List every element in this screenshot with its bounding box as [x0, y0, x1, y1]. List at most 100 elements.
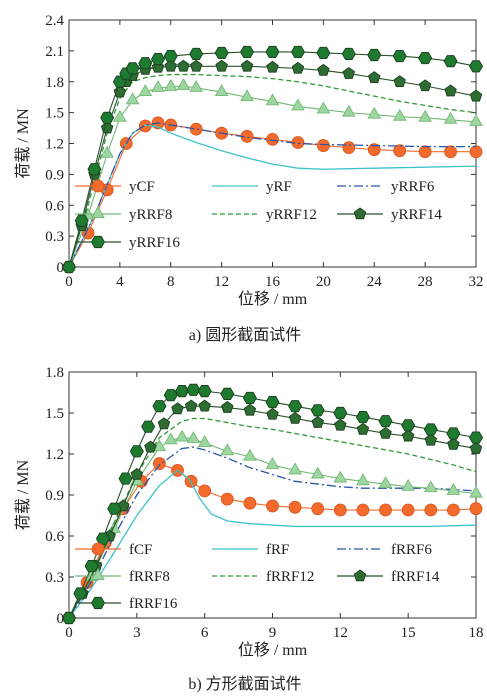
y-tick-label: 1.5	[45, 106, 64, 122]
data-point	[393, 144, 407, 158]
data-point	[379, 426, 392, 439]
data-point	[288, 500, 302, 514]
data-point	[197, 385, 212, 398]
legend-item: yRRF16	[75, 235, 180, 251]
data-point	[87, 163, 102, 176]
legend-label: fRRF6	[391, 542, 432, 558]
data-point	[138, 57, 153, 70]
series-yRRF8	[62, 77, 483, 271]
series-yRRF16	[61, 45, 484, 274]
legend-label: fRRF8	[129, 569, 170, 585]
data-point	[310, 404, 325, 417]
data-point	[469, 89, 483, 102]
legend-item: fRRF8	[75, 568, 170, 585]
legend-item: yRRF12	[212, 207, 317, 223]
data-point	[469, 145, 483, 159]
data-point	[288, 462, 302, 475]
data-point	[198, 484, 212, 498]
data-point	[189, 47, 204, 61]
x-tick-label: 0	[65, 274, 73, 290]
legend-marker	[90, 235, 106, 249]
data-point	[444, 84, 457, 97]
data-point	[469, 441, 483, 454]
y-tick-label: 1.5	[45, 406, 64, 422]
legend-label: fCF	[129, 542, 152, 558]
data-point	[418, 79, 432, 92]
data-point	[157, 417, 171, 430]
data-point	[215, 59, 228, 72]
legend-label: yRF	[266, 179, 292, 195]
x-tick-label: 3	[133, 625, 141, 641]
legend-item: yRRF8	[75, 206, 172, 223]
legend-label: fRRF12	[266, 569, 314, 585]
data-point	[468, 431, 484, 444]
data-point	[240, 45, 255, 58]
data-point	[243, 496, 257, 510]
data-point	[311, 416, 324, 428]
data-point	[401, 478, 416, 491]
legend-label: fRRF16	[129, 596, 178, 612]
legend-label: fRRF14	[391, 569, 440, 585]
series-fRRF6	[68, 446, 477, 619]
data-point	[214, 46, 229, 60]
data-point	[418, 52, 433, 65]
data-point	[220, 387, 235, 400]
data-point	[424, 433, 438, 446]
data-point	[175, 385, 190, 398]
data-point	[288, 411, 302, 424]
data-point	[446, 503, 460, 517]
data-point	[291, 98, 305, 111]
legend-marker	[90, 596, 106, 610]
data-point	[392, 49, 407, 63]
data-point	[141, 420, 156, 433]
x-tick-label: 9	[269, 625, 277, 641]
data-point	[186, 383, 201, 396]
data-point	[418, 145, 432, 159]
series-line	[68, 469, 477, 619]
data-point	[356, 422, 370, 435]
data-point	[367, 48, 382, 62]
data-point	[175, 429, 189, 442]
legend-item: fRF	[212, 542, 289, 558]
data-point	[177, 59, 190, 72]
y-tick-label: 1.2	[45, 137, 64, 153]
legend-marker	[353, 569, 367, 582]
data-point	[151, 80, 165, 92]
legend-item: fCF	[75, 542, 152, 558]
data-point	[291, 61, 305, 74]
data-point	[73, 587, 88, 600]
x-tick-label: 15	[401, 625, 416, 641]
data-point	[393, 75, 406, 88]
data-point	[341, 104, 356, 117]
x-tick-label: 32	[469, 274, 484, 290]
data-point	[265, 395, 280, 409]
y-axis-label: 荷载 / MN	[14, 108, 32, 179]
data-point	[163, 432, 178, 445]
data-point	[164, 59, 177, 72]
y-tick-label: 0.3	[45, 229, 64, 245]
legend-marker	[91, 542, 105, 556]
legend-item: fRRF14	[337, 569, 440, 585]
data-point	[333, 406, 348, 420]
data-point	[74, 214, 89, 227]
legend-label: yRRF6	[391, 179, 435, 195]
data-point	[468, 60, 484, 73]
data-point	[392, 108, 407, 121]
data-point	[367, 143, 381, 157]
series-fRF	[68, 469, 477, 619]
legend-marker	[91, 568, 105, 580]
data-point	[243, 403, 257, 416]
y-tick-label: 2.1	[45, 44, 64, 60]
y-tick-label: 1.8	[45, 365, 64, 381]
data-point	[310, 466, 325, 479]
legend: fCF fRF fRRF6 fRRF8 fRRF12 fRRF14 fRRF16	[75, 542, 440, 612]
data-point	[469, 502, 483, 516]
data-point	[334, 418, 347, 431]
data-point	[130, 467, 144, 480]
data-point	[316, 101, 331, 114]
chart-caption: b) 方形截面试件	[188, 675, 301, 693]
data-point	[446, 482, 461, 495]
x-tick-label: 6	[201, 625, 209, 641]
data-point	[265, 93, 280, 106]
data-point	[153, 457, 166, 470]
